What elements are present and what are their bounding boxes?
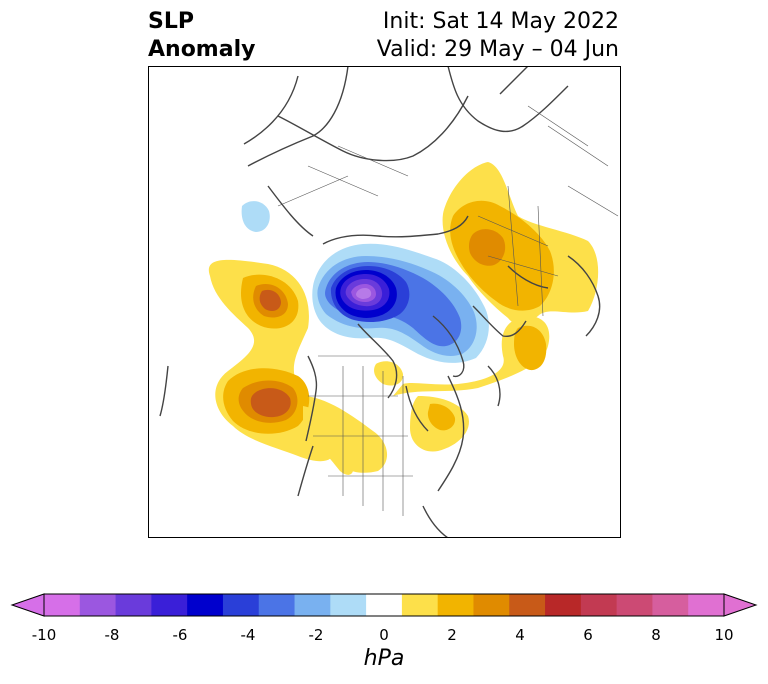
colorbar-swatch <box>330 594 367 616</box>
coastlines <box>159 66 601 538</box>
colorbar-tick-label: 2 <box>447 626 457 644</box>
colorbar-tick-label: -8 <box>104 626 120 644</box>
colorbar-tick-label: 8 <box>651 626 661 644</box>
colorbar-unit: hPa <box>363 646 405 671</box>
colorbar-swatch <box>401 594 439 616</box>
colorbar-swatch <box>115 594 152 616</box>
colorbar-swatch <box>509 594 546 616</box>
anomaly-shading <box>208 162 599 475</box>
colorbar-tick-label: -4 <box>240 626 256 644</box>
political-borders <box>277 105 619 516</box>
colorbar-tick-label: 6 <box>583 626 593 644</box>
colorbar-swatch <box>44 594 81 616</box>
title-anomaly: Anomaly <box>148 37 256 62</box>
colorbar-swatch <box>545 594 582 616</box>
colorbar-swatch <box>187 594 224 616</box>
bering-high-core <box>259 289 281 311</box>
colorbar-border <box>43 593 725 617</box>
anomaly-map <box>148 66 621 538</box>
chart-title: SLP Anomaly <box>148 8 255 64</box>
colorbar-swatch <box>258 594 296 616</box>
colorbar-tick-label: -10 <box>31 626 57 644</box>
colorbar-tick-label: -6 <box>172 626 188 644</box>
init-date: Init: Sat 14 May 2022 <box>382 9 619 34</box>
colorbar-tick-label: 0 <box>379 626 389 644</box>
colorbar-swatch <box>688 594 725 616</box>
ne-pacific-high-core <box>250 388 291 418</box>
title-slp: SLP <box>148 9 194 34</box>
colorbar-swatch <box>79 594 117 616</box>
colorbar-extend-min <box>10 593 45 617</box>
colorbar-swatch <box>294 594 331 616</box>
eurasia-high-inner <box>469 229 506 266</box>
chart-dates: Init: Sat 14 May 2022 Valid: 29 May – 04… <box>377 8 619 64</box>
colorbar-tick-label: -2 <box>308 626 324 644</box>
colorbar <box>10 593 758 617</box>
colorbar-swatch <box>616 594 653 616</box>
colorbar-swatch <box>473 594 510 616</box>
arctic-low-core <box>356 288 372 299</box>
atlantic-high-mid <box>514 325 547 371</box>
colorbar-swatch <box>222 594 260 616</box>
colorbar-swatch <box>652 594 689 616</box>
colorbar-swatch <box>366 594 403 616</box>
colorbar-swatch <box>437 594 474 616</box>
colorbar-tick-label: 4 <box>515 626 525 644</box>
colorbar-extend-max <box>723 593 758 617</box>
east-us-high-mid <box>427 403 456 431</box>
colorbar-tick-label: 10 <box>714 626 734 644</box>
valid-range: Valid: 29 May – 04 Jun <box>376 37 619 62</box>
west-us-high <box>303 406 354 475</box>
alaska-low <box>241 201 270 232</box>
colorbar-swatch <box>151 594 188 616</box>
colorbar-swatch <box>580 594 618 616</box>
